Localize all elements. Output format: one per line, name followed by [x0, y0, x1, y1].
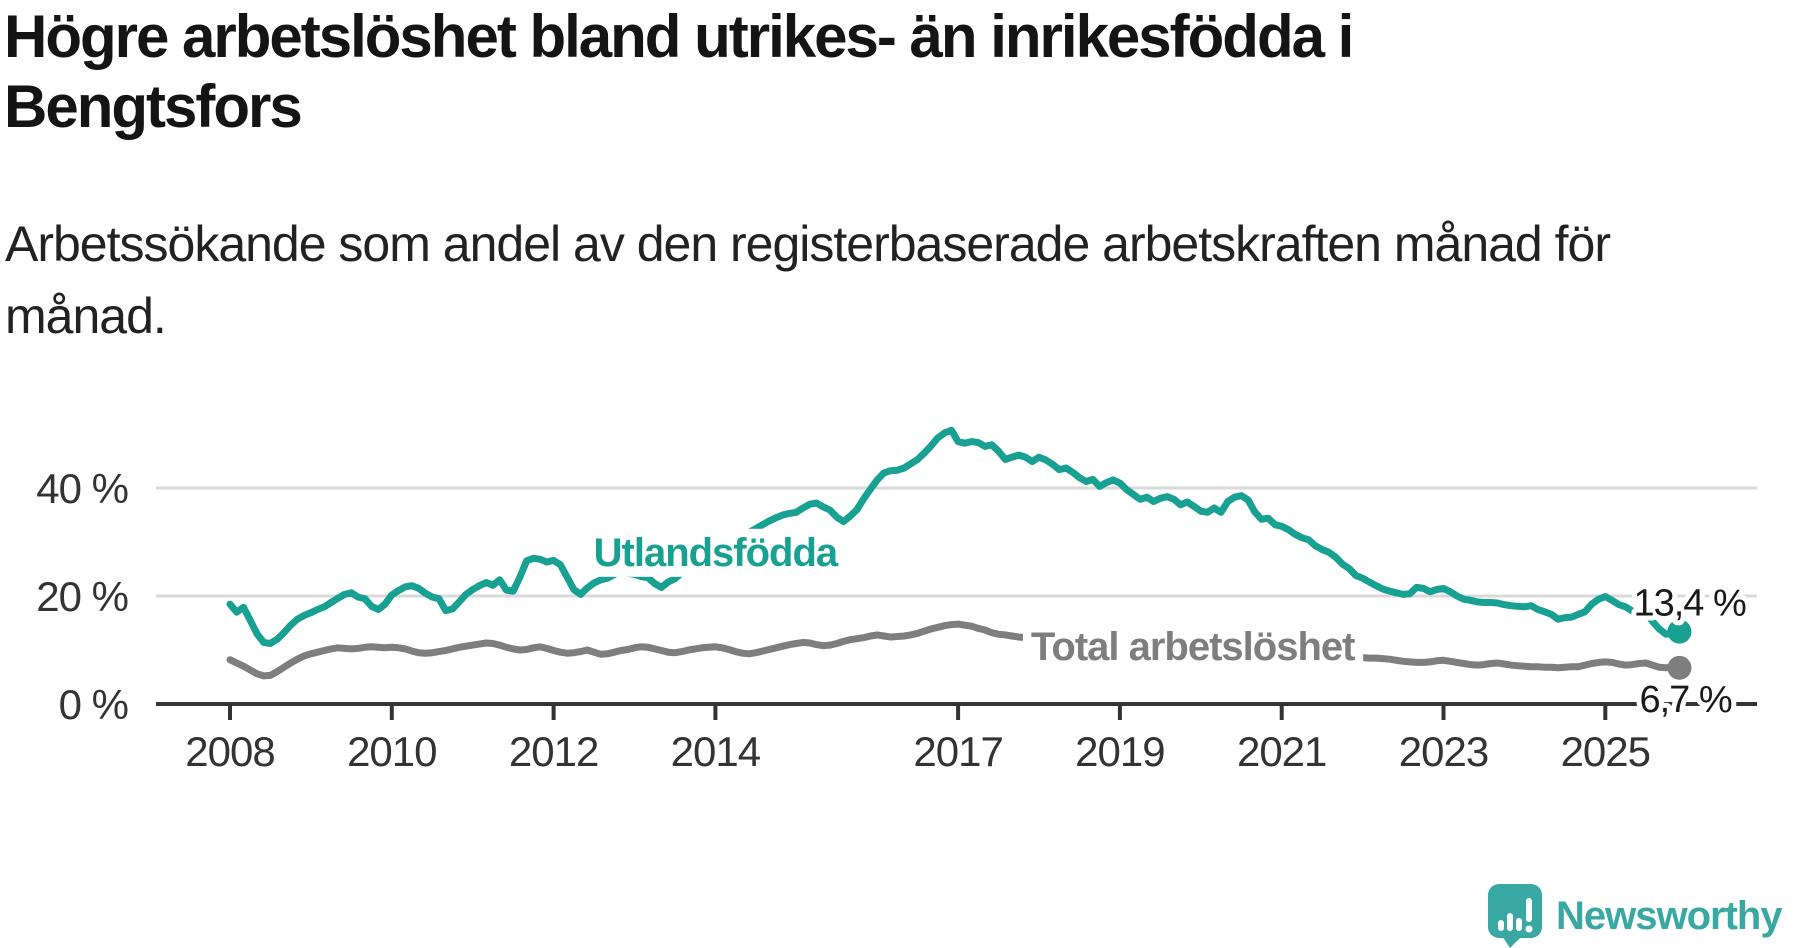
- title-line-1: Högre arbetslöshet bland utrikes- än inr…: [4, 3, 1354, 70]
- subtitle-line-1: Arbetssökande som andel av den registerb…: [5, 216, 1611, 272]
- series-end-dot: [1667, 655, 1692, 680]
- end-value-label: 6,7 %: [1639, 679, 1731, 721]
- subtitle-line-2: månad.: [5, 288, 167, 344]
- page-title: Högre arbetslöshet bland utrikes- än inr…: [4, 2, 1764, 142]
- series-inline-label: Total arbetslöshet: [1031, 625, 1355, 669]
- y-tick-label: 20 %: [36, 573, 128, 620]
- x-tick-label: 2019: [1075, 728, 1164, 775]
- title-line-2: Bengtsfors: [4, 73, 303, 140]
- x-tick-label: 2010: [347, 728, 436, 775]
- label-halo: [585, 528, 847, 577]
- series-end-dot: [1667, 619, 1692, 644]
- chart-subtitle: Arbetssökande som andel av den registerb…: [5, 208, 1785, 352]
- x-tick-label: 2021: [1237, 728, 1326, 775]
- newsworthy-logo-icon: [1488, 884, 1542, 948]
- y-tick-label: 0 %: [59, 681, 128, 728]
- x-tick-label: 2023: [1399, 728, 1488, 775]
- x-tick-label: 2025: [1561, 728, 1650, 775]
- label-halo: [1022, 622, 1364, 671]
- x-tick-label: 2014: [671, 728, 761, 775]
- x-tick-label: 2008: [185, 728, 274, 775]
- newsworthy-logo: Newsworthy: [1488, 884, 1783, 948]
- end-value-label: 13,4 %: [1633, 583, 1746, 625]
- series-inline-label: Utlandsfödda: [594, 531, 839, 575]
- y-tick-label: 40 %: [36, 465, 128, 512]
- series-line: [226, 426, 1683, 647]
- series-line: [226, 620, 1683, 680]
- x-tick-label: 2012: [509, 728, 598, 775]
- newsworthy-brand-text: Newsworthy: [1556, 893, 1783, 938]
- x-tick-label: 2017: [913, 728, 1002, 775]
